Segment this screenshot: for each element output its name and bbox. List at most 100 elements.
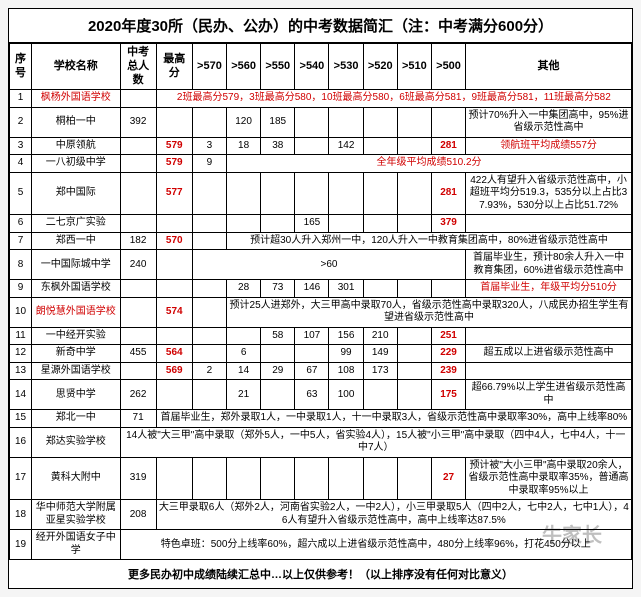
cell-max: 577	[156, 172, 192, 215]
col-b530: >530	[329, 44, 363, 90]
cell-total: 319	[120, 457, 156, 500]
cell-b560: 18	[227, 137, 261, 155]
cell-b560: 21	[227, 380, 261, 410]
cell-b520	[363, 107, 397, 137]
cell-total: 455	[120, 345, 156, 363]
cell-b510	[397, 280, 431, 298]
cell-other: 超66.79%以上学生进省级示范性高中	[466, 380, 632, 410]
cell-seq: 4	[10, 155, 32, 173]
cell-b530: 301	[329, 280, 363, 298]
cell-b500: 239	[431, 362, 465, 380]
cell-name: 一中经开实验	[32, 327, 120, 345]
cell-b550	[261, 457, 295, 500]
cell-b520	[363, 380, 397, 410]
cell-b510	[397, 215, 431, 233]
cell-name: 朗悦慧外国语学校	[32, 297, 120, 327]
table-row: 7郑西一中182570预计超30人升入郑州一中，120人升入一中教育集团高中，8…	[10, 232, 632, 250]
cell-b530: 156	[329, 327, 363, 345]
cell-b540	[295, 137, 329, 155]
cell-max	[156, 215, 192, 233]
cell-b510	[397, 107, 431, 137]
cell-other: 首届毕业生，年级平均分510分	[466, 280, 632, 298]
cell-b510	[397, 457, 431, 500]
cell-b560	[227, 215, 261, 233]
cell-b540	[295, 457, 329, 500]
col-name: 学校名称	[32, 44, 120, 90]
cell-b510	[397, 137, 431, 155]
cell-b500	[431, 280, 465, 298]
cell-b540: 67	[295, 362, 329, 380]
col-b550: >550	[261, 44, 295, 90]
cell-b570	[192, 327, 226, 345]
cell-other: 预计被"大小三甲"高中录取20余人，省级示范性高中录取率35%，普通高中录取率9…	[466, 457, 632, 500]
cell-name: 郑北一中	[32, 410, 120, 428]
cell-b540	[295, 345, 329, 363]
cell-seq: 11	[10, 327, 32, 345]
table-row: 18华中师范大学附属亚星实验学校208大三甲录取6人（郑外2人，河南省实验2人，…	[10, 500, 632, 530]
table-row: 13星源外国语学校5692142967108173239	[10, 362, 632, 380]
cell-b540: 63	[295, 380, 329, 410]
cell-seq: 15	[10, 410, 32, 428]
cell-b500	[431, 107, 465, 137]
col-seq: 序号	[10, 44, 32, 90]
cell-total	[120, 90, 156, 108]
cell-seq: 12	[10, 345, 32, 363]
cell-max	[156, 250, 192, 280]
table-row: 16郑达实验学校14人被"大三甲"高中录取（郑外5人，一中5人，省实验4人），1…	[10, 427, 632, 457]
cell-name: 一八初级中学	[32, 155, 120, 173]
cell-name: 枫杨外国语学校	[32, 90, 120, 108]
cell-b550	[261, 172, 295, 215]
cell-b570	[192, 232, 226, 250]
cell-seq: 8	[10, 250, 32, 280]
col-b540: >540	[295, 44, 329, 90]
cell-b550: 185	[261, 107, 295, 137]
cell-max	[156, 280, 192, 298]
cell-total	[120, 327, 156, 345]
cell-b570	[192, 345, 226, 363]
cell-seq: 19	[10, 530, 32, 560]
cell-b560	[227, 172, 261, 215]
cell-name: 郑中国际	[32, 172, 120, 215]
cell-seq: 16	[10, 427, 32, 457]
table-row: 15郑北一中71首届毕业生，郑外录取1人，一中录取1人，十一中录取3人，省级示范…	[10, 410, 632, 428]
cell-b520: 173	[363, 362, 397, 380]
cell-max	[156, 380, 192, 410]
table-row: 8一中国际城中学240>60首届毕业生，预计80余人升入一中教育集团，60%进省…	[10, 250, 632, 280]
cell-b550	[261, 345, 295, 363]
cell-other	[466, 327, 632, 345]
cell-b500: 281	[431, 137, 465, 155]
cell-other	[466, 215, 632, 233]
cell-b540	[295, 107, 329, 137]
cell-b550: 38	[261, 137, 295, 155]
cell-b550: 29	[261, 362, 295, 380]
cell-total	[120, 172, 156, 215]
cell-other: 超五成以上进省级示范性高中	[466, 345, 632, 363]
cell-full: 首届毕业生，郑外录取1人，一中录取1人，十一中录取3人，省级示范性高中录取率30…	[156, 410, 631, 428]
cell-other: 首届毕业生，预计80余人升入一中教育集团，60%进省级示范性高中	[466, 250, 632, 280]
cell-name: 星源外国语学校	[32, 362, 120, 380]
footer-note: 更多民办初中成绩陆续汇总中…以上仅供参考！（以上排序没有任何对比意义）	[9, 560, 632, 588]
table-row: 19经开外国语女子中学特色卓班：500分上线率60%，超六成以上进省级示范性高中…	[10, 530, 632, 560]
cell-b510	[397, 362, 431, 380]
cell-b520	[363, 137, 397, 155]
cell-b550	[261, 215, 295, 233]
cell-b550: 73	[261, 280, 295, 298]
cell-name: 桐柏一中	[32, 107, 120, 137]
table-row: 9东枫外国语学校2873146301首届毕业生，年级平均分510分	[10, 280, 632, 298]
cell-name: 黄科大附中	[32, 457, 120, 500]
cell-b560	[227, 327, 261, 345]
cell-total	[120, 280, 156, 298]
cell-b550: 58	[261, 327, 295, 345]
cell-full: 大三甲录取6人（郑外2人，河南省实验2人，一中2人），小三甲录取5人（四中2人，…	[156, 500, 631, 530]
col-b500: >500	[431, 44, 465, 90]
cell-max: 579	[156, 155, 192, 173]
cell-full: 2班最高分579，3班最高分580，10班最高分580，6班最高分581，9班最…	[156, 90, 631, 108]
cell-b570	[192, 280, 226, 298]
cell-merge: 预计超30人升入郑州一中，120人升入一中教育集团高中，80%进省级示范性高中	[227, 232, 632, 250]
cell-total: 392	[120, 107, 156, 137]
cell-name: 郑达实验学校	[32, 427, 120, 457]
cell-b530	[329, 172, 363, 215]
table-row: 17黄科大附中31927预计被"大小三甲"高中录取20余人，省级示范性高中录取率…	[10, 457, 632, 500]
table-row: 14思贤中学2622163100175超66.79%以上学生进省级示范性高中	[10, 380, 632, 410]
cell-total: 182	[120, 232, 156, 250]
